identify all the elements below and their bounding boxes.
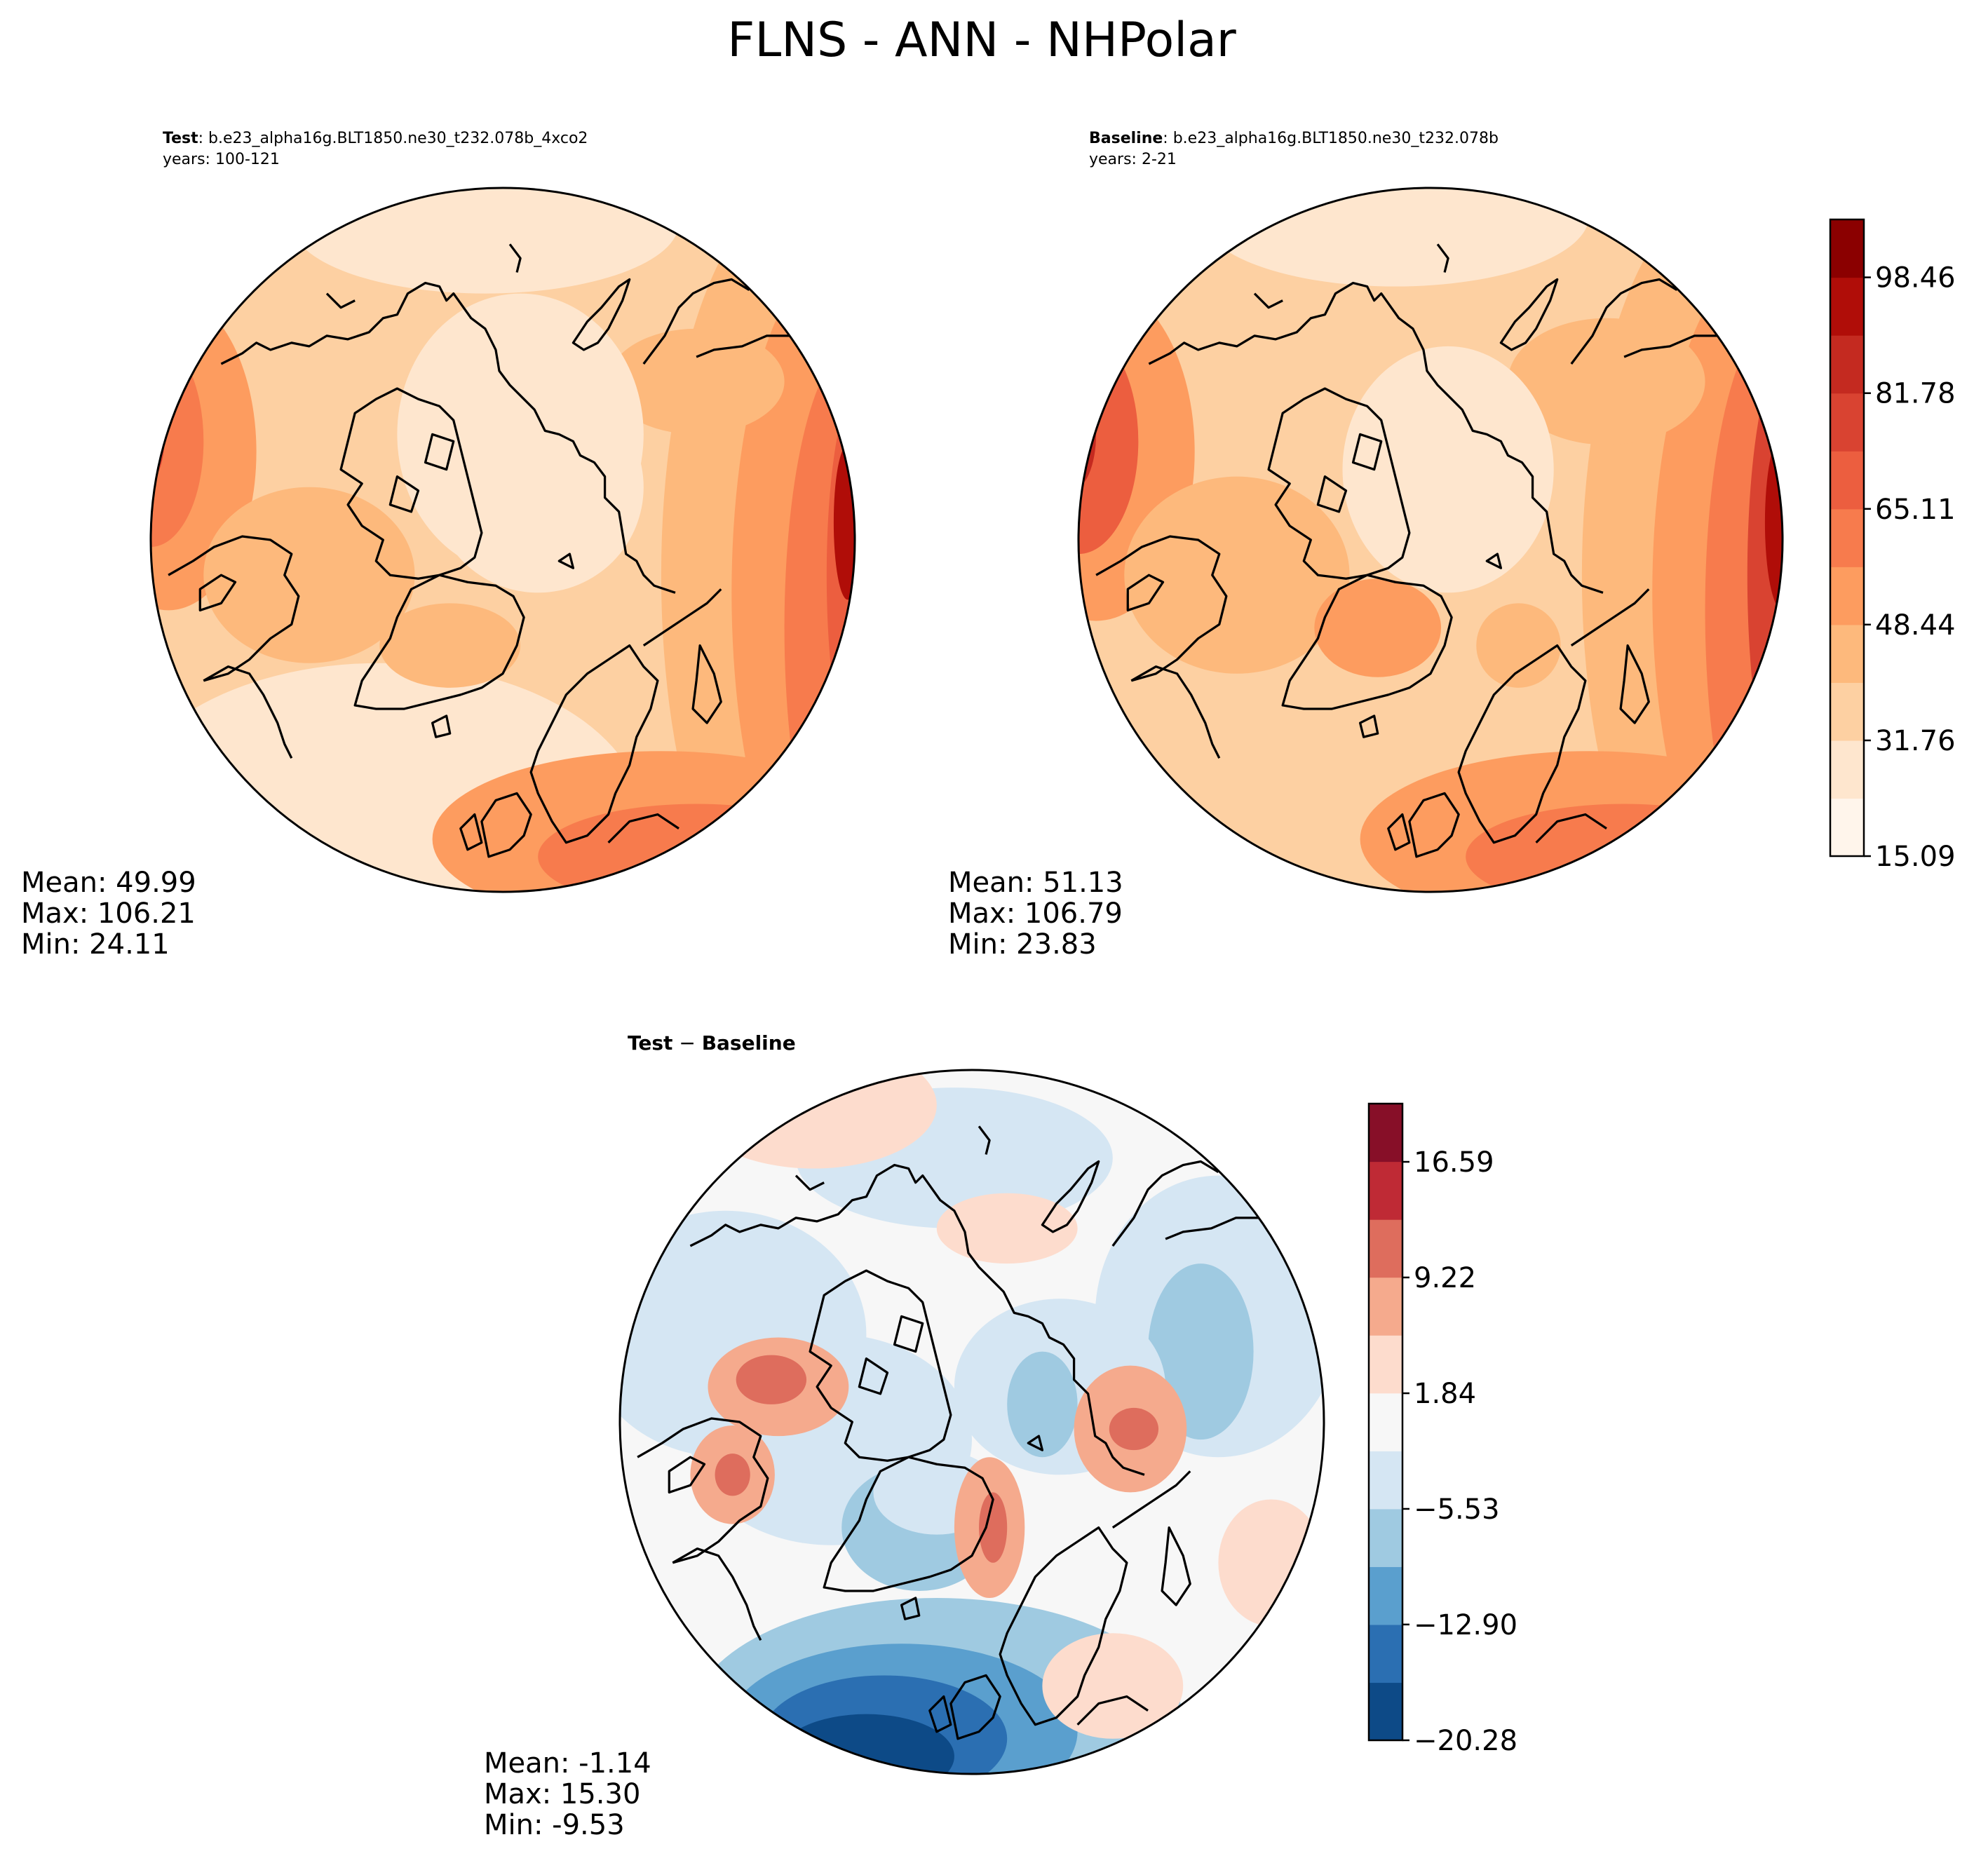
difference-colorbar-segment bbox=[1369, 1566, 1402, 1625]
absolute-colorbar-tick-label: 15.09 bbox=[1875, 841, 1956, 873]
difference-title-minus: − bbox=[672, 1031, 701, 1055]
test-map bbox=[151, 188, 855, 892]
difference-colorbar-tick-label: −12.90 bbox=[1414, 1609, 1517, 1641]
difference-colorbar-tick-label: 1.84 bbox=[1414, 1378, 1476, 1410]
test-max: Max: 106.21 bbox=[21, 897, 196, 930]
absolute-colorbar-segment bbox=[1830, 682, 1864, 741]
absolute-colorbar-segment bbox=[1830, 624, 1864, 683]
difference-title-baseline: Baseline bbox=[702, 1031, 796, 1055]
difference-colorbar-tick-label: 9.22 bbox=[1414, 1262, 1476, 1294]
difference-colorbar-tick-label: 16.59 bbox=[1414, 1146, 1494, 1179]
difference-title-test: Test bbox=[628, 1031, 672, 1055]
test-panel: Test: b.e23_alpha16g.BLT1850.ne30_t232.0… bbox=[21, 130, 856, 961]
difference-min: Min: -9.53 bbox=[484, 1809, 625, 1841]
absolute-colorbar-frame bbox=[1829, 218, 1865, 858]
test-min: Min: 24.11 bbox=[21, 928, 170, 961]
difference-map bbox=[620, 1070, 1324, 1774]
test-mean: Mean: 49.99 bbox=[21, 867, 196, 899]
absolute-colorbar-segment bbox=[1830, 740, 1864, 799]
baseline-map bbox=[1078, 188, 1783, 892]
baseline-min: Min: 23.83 bbox=[948, 928, 1097, 961]
absolute-colorbar: 15.09 31.76 48.44 65.11 81.78 98.46 bbox=[1829, 218, 1956, 873]
baseline-label-bold: Baseline bbox=[1089, 130, 1163, 147]
difference-colorbar-segment bbox=[1369, 1104, 1402, 1163]
difference-title: Test − Baseline bbox=[628, 1031, 796, 1055]
absolute-colorbar-segment bbox=[1830, 508, 1864, 567]
absolute-colorbar-segment bbox=[1830, 219, 1864, 278]
difference-colorbar-segment bbox=[1369, 1682, 1402, 1741]
difference-max: Max: 15.30 bbox=[484, 1778, 640, 1810]
difference-colorbar-segment bbox=[1369, 1335, 1402, 1394]
baseline-panel-label: Baseline: b.e23_alpha16g.BLT1850.ne30_t2… bbox=[1089, 130, 1499, 147]
difference-colorbar-segment bbox=[1369, 1508, 1402, 1567]
baseline-panel: Baseline: b.e23_alpha16g.BLT1850.ne30_t2… bbox=[948, 130, 1956, 961]
test-years: years: 100-121 bbox=[163, 151, 280, 168]
baseline-mean: Mean: 51.13 bbox=[948, 867, 1123, 899]
test-label-case: : b.e23_alpha16g.BLT1850.ne30_t232.078b_… bbox=[198, 130, 588, 147]
baseline-max: Max: 106.79 bbox=[948, 897, 1123, 930]
difference-colorbar: −20.28 −12.90 −5.53 1.84 9.22 16.59 bbox=[1367, 1102, 1517, 1757]
difference-colorbar-frame bbox=[1367, 1102, 1404, 1742]
difference-colorbar-segment bbox=[1369, 1219, 1402, 1278]
absolute-colorbar-tick-label: 98.46 bbox=[1875, 262, 1956, 294]
baseline-label-case: : b.e23_alpha16g.BLT1850.ne30_t232.078b bbox=[1163, 130, 1499, 147]
figure-title: FLNS - ANN - NHPolar bbox=[727, 13, 1236, 68]
difference-colorbar-segment bbox=[1369, 1451, 1402, 1510]
difference-colorbar-tick-label: −5.53 bbox=[1414, 1493, 1500, 1526]
absolute-colorbar-segment bbox=[1830, 798, 1864, 857]
test-label-bold: Test bbox=[163, 130, 198, 147]
difference-colorbar-tick-label: −20.28 bbox=[1414, 1725, 1517, 1757]
absolute-colorbar-segment bbox=[1830, 277, 1864, 336]
absolute-colorbar-tick-label: 31.76 bbox=[1875, 725, 1956, 757]
test-panel-label: Test: b.e23_alpha16g.BLT1850.ne30_t232.0… bbox=[163, 130, 588, 147]
difference-colorbar-segment bbox=[1369, 1393, 1402, 1451]
difference-colorbar-segment bbox=[1369, 1624, 1402, 1683]
absolute-colorbar-segment bbox=[1830, 393, 1864, 452]
absolute-colorbar-segment bbox=[1830, 335, 1864, 394]
absolute-colorbar-segment bbox=[1830, 567, 1864, 625]
absolute-colorbar-tick-label: 65.11 bbox=[1875, 494, 1956, 526]
difference-colorbar-segment bbox=[1369, 1277, 1402, 1336]
absolute-colorbar-segment bbox=[1830, 451, 1864, 510]
absolute-colorbar-tick-label: 81.78 bbox=[1875, 378, 1956, 410]
baseline-years: years: 2-21 bbox=[1089, 151, 1177, 168]
difference-mean: Mean: -1.14 bbox=[484, 1747, 651, 1780]
absolute-colorbar-tick-label: 48.44 bbox=[1875, 609, 1956, 642]
difference-colorbar-segment bbox=[1369, 1161, 1402, 1220]
difference-panel: Test − Baseline bbox=[484, 1031, 1517, 1841]
